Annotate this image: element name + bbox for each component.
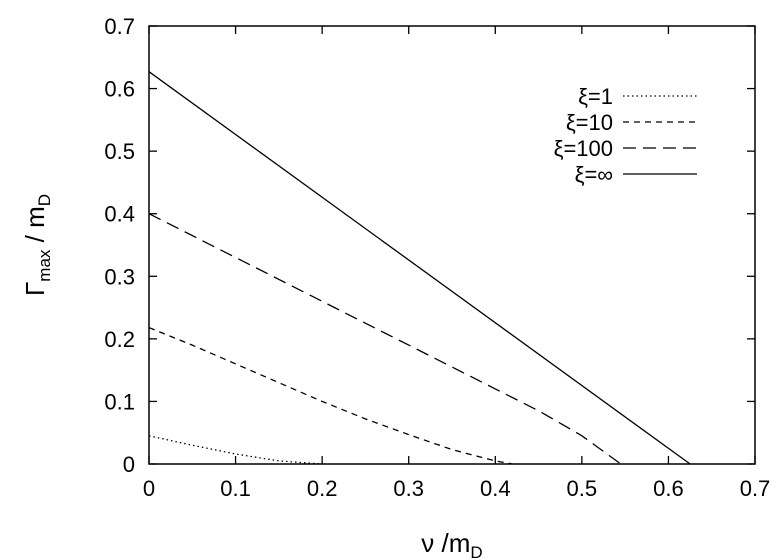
y-axis-title-subscript-d: D [35,194,54,206]
x-tick-label: 0.3 [393,476,424,501]
x-tick-label: 0.4 [480,476,511,501]
y-tick-label: 0.1 [104,389,135,414]
legend-label: ξ=100 [554,136,613,161]
y-axis-title: Γmax / mD [20,194,54,296]
y-tick-label: 0.7 [104,14,135,39]
series-line [148,326,513,465]
plot-frame [148,25,756,465]
y-tick-label: 0.4 [104,202,135,227]
series-lines [148,71,691,465]
x-axis-title-main: ν /m [421,528,470,558]
x-tick-label: 0.7 [740,476,771,501]
y-tick-label: 0.6 [104,77,135,102]
y-tick-label: 0.2 [104,327,135,352]
y-axis-title-main: Γ [20,282,50,296]
x-tick-label: 0.5 [567,476,598,501]
x-axis-title-subscript: D [470,543,482,560]
x-tick-label: 0 [143,476,155,501]
y-tick-label: 0.5 [104,139,135,164]
y-tick-label: 0 [123,452,135,477]
series-line [148,71,691,465]
x-axis-title: ν /mD [421,528,482,560]
legend-label: ξ=∞ [575,162,613,187]
x-tick-label: 0.6 [653,476,684,501]
y-axis-title-subscript-max: max [35,249,54,282]
x-tick-label: 0.2 [307,476,338,501]
legend-label: ξ=1 [578,84,613,109]
y-tick-label: 0.3 [104,264,135,289]
y-axis-title-mid: / m [20,206,50,249]
x-tick-label: 0.1 [220,476,251,501]
legend-label: ξ=10 [566,110,613,135]
series-line [148,213,622,465]
axis-ticks: 0 0.1 0.2 0.3 0.4 0.5 0.6 0.7 0 0.1 0.2 0.3 0.4 0.5 0.… [104,14,770,501]
